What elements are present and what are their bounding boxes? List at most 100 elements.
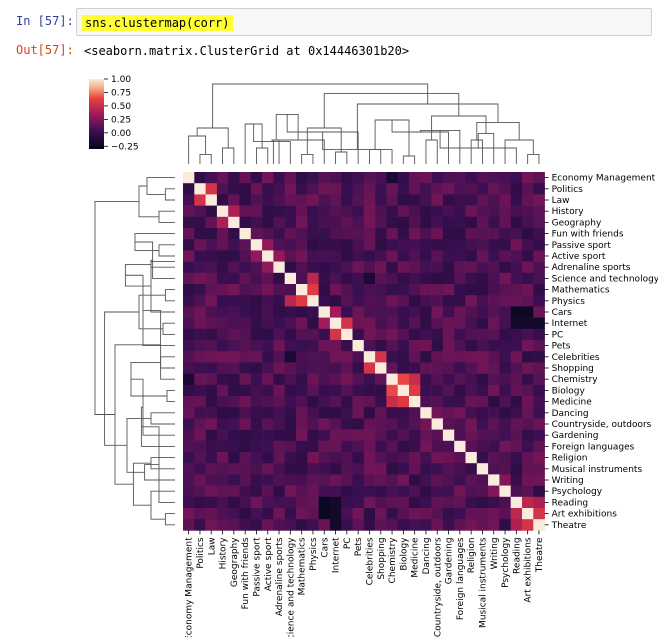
- heatmap-cell: [533, 463, 545, 475]
- heatmap-cell: [431, 519, 444, 531]
- heatmap-cell: [216, 272, 229, 285]
- heatmap-cell: [250, 328, 263, 341]
- heatmap-cell: [465, 228, 478, 240]
- heatmap-cell: [183, 384, 195, 397]
- col-label: Foreign languages: [456, 537, 466, 620]
- heatmap-cell: [454, 261, 466, 274]
- heatmap-cell: [431, 452, 444, 464]
- col-tick: Passive sport: [252, 530, 262, 597]
- heatmap-cell: [363, 340, 376, 352]
- heatmap-cell: [250, 508, 263, 520]
- heatmap-cell: [318, 496, 331, 509]
- heatmap-cell: [262, 496, 274, 509]
- heatmap-cell: [522, 250, 534, 262]
- heatmap-cell: [205, 463, 218, 475]
- row-label: Religion: [552, 454, 588, 464]
- heatmap-cell: [499, 172, 511, 184]
- heatmap-cell: [273, 239, 285, 251]
- heatmap-cell: [352, 183, 365, 195]
- heatmap-cell: [454, 519, 466, 531]
- heatmap-cell: [488, 216, 500, 229]
- heatmap-cell: [488, 396, 500, 408]
- heatmap-cell: [454, 351, 466, 363]
- heatmap-cell: [442, 216, 455, 229]
- heatmap-cell: [216, 306, 229, 318]
- dendrogram-link: [135, 241, 175, 279]
- heatmap-cell: [476, 474, 489, 486]
- heatmap-cell: [284, 384, 297, 397]
- col-tick: Geography: [230, 530, 240, 587]
- heatmap-cell: [397, 239, 410, 251]
- heatmap-cell: [262, 306, 274, 318]
- col-tick: Fun with friends: [241, 530, 251, 609]
- heatmap-cell: [499, 205, 511, 218]
- heatmap-cell: [533, 272, 545, 285]
- heatmap-cell: [442, 261, 455, 274]
- code-cell[interactable]: sns.clustermap(corr): [76, 8, 652, 36]
- heatmap-cell: [228, 216, 240, 229]
- heatmap-cell: [522, 295, 534, 307]
- heatmap-cell: [409, 250, 421, 262]
- row-tick: Gardening: [544, 431, 599, 441]
- heatmap-cell: [194, 205, 206, 218]
- heatmap-cell: [318, 216, 331, 229]
- heatmap-cell: [522, 216, 534, 229]
- heatmap-cell: [442, 418, 455, 430]
- heatmap-cell: [284, 396, 297, 408]
- heatmap-cell: [329, 194, 342, 206]
- heatmap-cell: [420, 328, 432, 341]
- heatmap-cell: [465, 519, 478, 531]
- heatmap-cell: [194, 407, 206, 419]
- col-label: Biology: [399, 537, 409, 571]
- col-label: Gardening: [445, 537, 455, 584]
- heatmap-cell: [250, 239, 263, 251]
- heatmap-cell: [454, 440, 466, 453]
- heatmap-cell: [273, 384, 285, 397]
- col-label: Economy Management: [185, 537, 195, 637]
- heatmap-cell: [262, 429, 274, 442]
- heatmap-cell: [216, 396, 229, 408]
- heatmap-cell: [341, 429, 353, 442]
- heatmap-cell: [250, 205, 263, 218]
- heatmap-cell: [510, 272, 523, 285]
- heatmap-cell: [488, 284, 500, 296]
- heatmap-cell: [194, 172, 206, 184]
- heatmap-cell: [296, 496, 308, 509]
- column-labels: Economy Management Politics Law History Geog…: [185, 530, 545, 637]
- heatmap-cell: [476, 261, 489, 274]
- heatmap-cell: [262, 351, 274, 363]
- col-label: Physics: [309, 537, 319, 571]
- heatmap-cell: [522, 351, 534, 363]
- heatmap-cell: [454, 228, 466, 240]
- heatmap-cell: [363, 228, 376, 240]
- heatmap-cell: [205, 440, 218, 453]
- col-tick: PC: [343, 530, 353, 549]
- heatmap-cell: [239, 216, 252, 229]
- heatmap-cell: [465, 463, 478, 475]
- heatmap-cell: [296, 508, 308, 520]
- heatmap-cell: [488, 362, 500, 374]
- heatmap-cell: [216, 328, 229, 341]
- heatmap-cell: [454, 239, 466, 251]
- heatmap-cell: [510, 496, 523, 509]
- heatmap-cell: [318, 440, 331, 453]
- col-tick: Theatre: [535, 530, 545, 573]
- heatmap-cell: [352, 418, 365, 430]
- row-label: PC: [552, 330, 564, 340]
- heatmap-cell: [431, 261, 444, 274]
- heatmap-cell: [488, 429, 500, 442]
- heatmap-cell: [307, 362, 319, 374]
- heatmap-cell: [329, 261, 342, 274]
- col-tick: Countryside, outdoors: [433, 530, 443, 637]
- colorbar-tick-label: 0.25: [111, 115, 131, 125]
- heatmap-cell: [442, 172, 455, 184]
- heatmap-cell: [307, 429, 319, 442]
- heatmap-cell: [307, 463, 319, 475]
- col-label: Fun with friends: [241, 537, 251, 609]
- heatmap-cell: [397, 440, 410, 453]
- heatmap-cell: [296, 373, 308, 386]
- code-text[interactable]: sns.clustermap(corr): [82, 15, 233, 31]
- heatmap-cell: [194, 284, 206, 296]
- heatmap-cell: [375, 418, 387, 430]
- heatmap-cell: [296, 183, 308, 195]
